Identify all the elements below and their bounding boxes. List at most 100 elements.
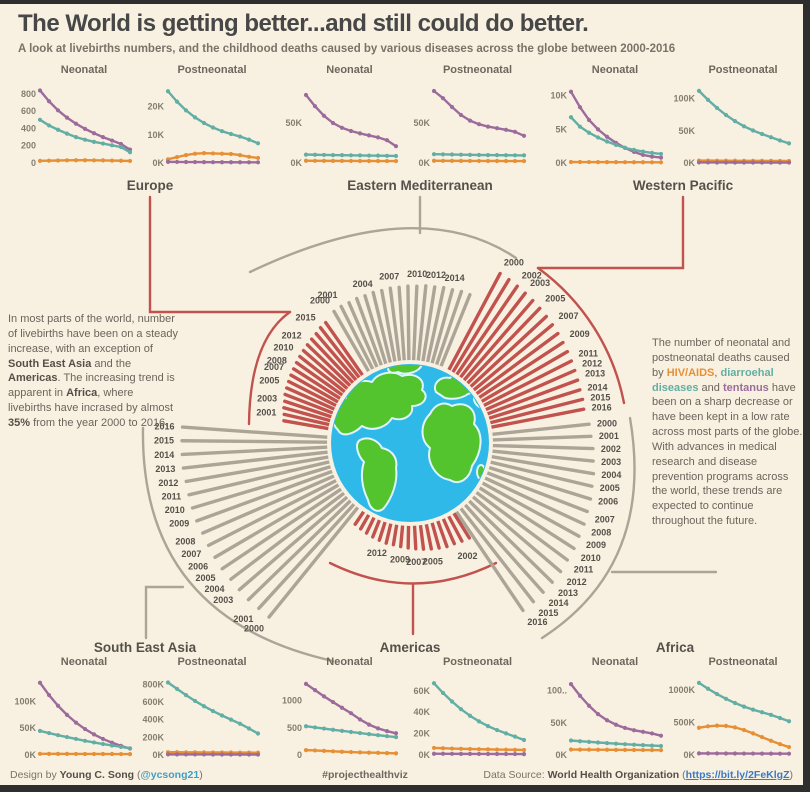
rays-americas	[353, 479, 472, 551]
year-label-europe-2007: 2007	[264, 362, 284, 372]
year-label-europe-2010: 2010	[274, 343, 294, 353]
note-right-tet: tentanus	[722, 381, 769, 394]
credit-handle[interactable]: @ycsong21	[140, 769, 200, 781]
chart-pair-western-pacific: Neonatal 10K 5K 0K Postneonatal 100K 50K 0K	[541, 64, 793, 176]
continent-europe	[434, 372, 476, 400]
year-label-americas-2012: 2012	[367, 548, 387, 558]
note-left-text: In most parts of the world, number of li…	[8, 313, 179, 355]
chart-canvas: 800K 600K 400K 200K 0K	[142, 679, 261, 760]
svg-text:1000K: 1000K	[669, 685, 695, 695]
chart-canvas: 20K 10K 0K	[147, 89, 261, 168]
continent-greenland	[386, 365, 424, 375]
mini-chart-western-pacific-postneonatal: Postneonatal 100K 50K 0K	[669, 64, 793, 176]
region-label-eastern-mediterranean: Eastern Mediterranean	[347, 178, 493, 193]
region-label-africa: Africa	[655, 640, 695, 655]
svg-text:0K: 0K	[418, 158, 430, 168]
svg-text:200: 200	[21, 141, 36, 151]
year-label-europe-2001: 2001	[256, 408, 276, 418]
svg-text:200K: 200K	[142, 732, 164, 742]
svg-text:800K: 800K	[142, 679, 164, 689]
chart-title: Postneonatal	[442, 656, 513, 668]
credit-text: (	[134, 769, 141, 781]
svg-text:10K: 10K	[550, 91, 567, 101]
note-left-text: and the	[91, 357, 132, 370]
mini-chart-americas-postneonatal: Postneonatal 60K 40K 20K 0K	[404, 656, 528, 768]
note-right-text: have been on a sharp decrease or have be…	[652, 381, 803, 528]
chart-canvas: 100K 50K 0K	[673, 88, 792, 168]
year-label-south-east-asia-2013: 2013	[155, 464, 175, 474]
svg-text:500: 500	[286, 723, 301, 733]
source-link[interactable]: https://bit.ly/2FeKlgZ	[685, 769, 790, 781]
year-label-south-east-asia-2012: 2012	[158, 478, 178, 488]
year-label-africa-2002: 2002	[601, 444, 621, 454]
year-label-south-east-asia-2003: 2003	[213, 595, 233, 605]
note-right-dia: diarroehal diseases	[652, 366, 774, 394]
footer-hashtag: #projecthealthviz	[322, 769, 408, 781]
svg-text:0K: 0K	[290, 158, 302, 168]
year-label-eastern-mediterranean-2010: 2010	[407, 269, 427, 279]
note-left-b: Americas	[8, 372, 58, 385]
source-text: (	[679, 769, 686, 781]
chart-title: Postneonatal	[177, 64, 247, 76]
continent-asia	[473, 382, 488, 411]
svg-text:0: 0	[296, 750, 301, 760]
svg-text:50K: 50K	[678, 126, 695, 136]
ray-year-labels: 2001200320052007200820102012201520002001…	[154, 257, 621, 633]
mini-chart-western-pacific-neonatal: Neonatal 10K 5K 0K	[541, 64, 665, 176]
svg-text:600: 600	[21, 106, 36, 116]
credit-text: Design by	[10, 769, 60, 781]
chart-canvas: 1000 500 0	[281, 681, 398, 760]
rays-south-east-asia	[180, 425, 383, 619]
svg-text:0K: 0K	[418, 750, 430, 760]
note-left-b: Africa	[66, 387, 98, 400]
svg-text:100..: 100..	[547, 686, 567, 696]
mini-chart-africa-postneonatal: Postneonatal 1000K 500K 0K	[668, 656, 793, 768]
year-label-western-pacific-2000: 2000	[504, 257, 524, 267]
svg-text:60K: 60K	[413, 686, 430, 696]
chart-canvas: 100K 50K 0K	[14, 680, 133, 760]
svg-text:400K: 400K	[142, 715, 164, 725]
year-label-africa-2008: 2008	[591, 528, 611, 538]
chart-title: Postneonatal	[708, 64, 778, 76]
year-label-south-east-asia-2006: 2006	[188, 561, 208, 571]
frame-edge-top	[0, 0, 810, 4]
note-right-text: The number of neonatal and postneonatal …	[652, 337, 791, 379]
chart-title: Postneonatal	[442, 64, 513, 76]
chart-title: Neonatal	[591, 64, 639, 76]
continent-south-america	[356, 437, 398, 512]
region-label-western-pacific: Western Pacific	[632, 178, 734, 193]
year-label-africa-2000: 2000	[597, 418, 617, 428]
note-left-b: 35%	[8, 416, 31, 429]
chart-title: Neonatal	[591, 656, 639, 668]
year-label-south-east-asia-2000: 2000	[244, 623, 264, 633]
note-left-text: , where livebirths have incrased by almo…	[8, 387, 174, 415]
year-label-africa-2010: 2010	[581, 553, 601, 563]
note-left-b: South East Asia	[8, 357, 92, 370]
chart-title: Neonatal	[326, 64, 373, 76]
year-label-europe-2003: 2003	[257, 394, 277, 404]
source-text: )	[789, 769, 794, 781]
year-label-eastern-mediterranean-2000: 2000	[310, 295, 330, 305]
year-label-western-pacific-2003: 2003	[530, 278, 550, 288]
region-connector-lines	[141, 195, 718, 663]
rays-europe	[282, 320, 386, 437]
year-label-south-east-asia-2008: 2008	[175, 536, 195, 546]
year-label-eastern-mediterranean-2001: 2001	[318, 290, 338, 300]
year-label-western-pacific-2014: 2014	[588, 382, 608, 392]
footer-source: Data Source: World Health Organization (…	[483, 769, 793, 781]
year-label-eastern-mediterranean-2014: 2014	[445, 273, 465, 283]
year-label-africa-2005: 2005	[600, 483, 620, 493]
mini-chart-europe-neonatal: Neonatal 800 600 400 200 0	[10, 64, 134, 176]
year-label-africa-2001: 2001	[599, 431, 619, 441]
region-label-south-east-asia: South East Asia	[93, 640, 197, 655]
year-label-africa-2013: 2013	[558, 588, 578, 598]
year-label-americas-2002: 2002	[458, 551, 478, 561]
mini-chart-south-east-asia-postneonatal: Postneonatal 800K 600K 400K 200K 0K	[138, 656, 262, 768]
note-livebirths: In most parts of the world, number of li…	[8, 312, 178, 431]
year-label-eastern-mediterranean-2012: 2012	[426, 270, 446, 280]
year-label-africa-2012: 2012	[567, 577, 587, 587]
footer: Design by Young C. Song (@ycsong21) #pro…	[0, 765, 803, 785]
year-label-western-pacific-2015: 2015	[590, 392, 610, 402]
year-label-western-pacific-2002: 2002	[522, 271, 542, 281]
svg-text:40K: 40K	[413, 707, 430, 717]
